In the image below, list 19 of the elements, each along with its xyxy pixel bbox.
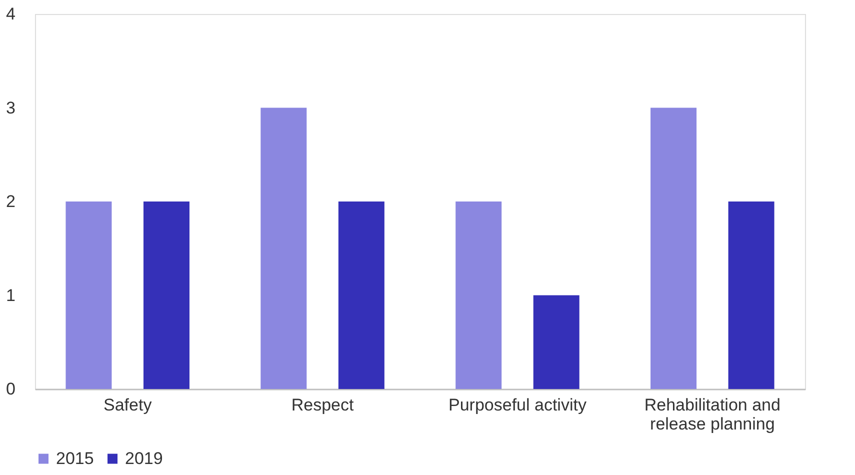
y-tick-label: 2 — [6, 192, 16, 211]
y-tick-label: 0 — [6, 380, 16, 398]
bar — [650, 108, 697, 389]
bar — [338, 202, 384, 389]
bar — [533, 295, 580, 389]
y-tick-label: 3 — [6, 98, 16, 118]
y-tick-label: 1 — [6, 286, 16, 305]
bar — [456, 202, 502, 389]
x-tick-label: Rehabilitation and release planning — [644, 396, 780, 434]
legend-label: 2015 — [56, 448, 94, 468]
bar — [728, 202, 774, 389]
legend-label: 2019 — [125, 448, 163, 468]
x-tick-label: Purposeful activity — [448, 396, 587, 414]
bar — [143, 202, 190, 389]
x-tick-label: Respect — [291, 396, 354, 414]
bar — [260, 108, 307, 389]
x-tick-label: Safety — [103, 396, 152, 414]
y-tick-label: 4 — [6, 4, 16, 24]
bar — [66, 202, 112, 389]
